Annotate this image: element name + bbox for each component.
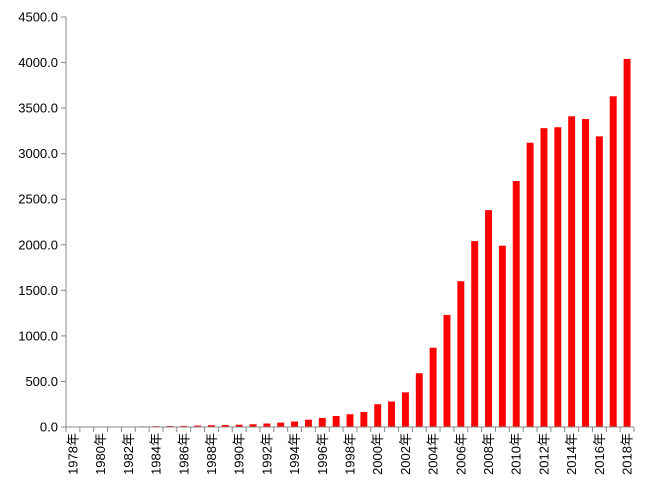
x-tick-label: 1990年 [232,433,247,475]
bar [180,425,188,427]
x-tick-label: 1998年 [343,433,358,475]
y-axis: 0.0 500.0 1000.0 1500.0 2000.0 2500.0 3000.0 35… [18,10,67,435]
bar [388,401,396,427]
bar [415,373,423,427]
bar [429,347,437,427]
bar [568,116,576,428]
y-tick-label: 0.0 [40,420,58,435]
bar [304,419,312,427]
x-tick-label: 1982年 [121,433,136,475]
x-tick-label: 2004年 [426,433,441,475]
x-tick-label: 1996年 [315,433,330,475]
bar [554,127,562,427]
x-tick-label: 2014年 [564,433,579,475]
x-tick-label: 1986年 [176,433,191,475]
x-tick-label: 1994年 [287,433,302,475]
x-tick-label: 2018年 [620,433,635,475]
bar [526,142,534,427]
y-tick-label: 3500.0 [18,101,58,116]
bar [318,417,326,427]
x-tick-label: 1988年 [204,433,219,475]
bar [332,416,340,427]
bar [374,404,382,427]
bar [263,423,271,427]
bar [401,392,409,427]
bar [512,181,520,427]
bar [166,425,174,427]
x-tick-label: 1984年 [149,433,164,475]
bar [582,119,589,428]
y-tick-label: 4500.0 [18,10,58,25]
bar [498,245,506,427]
bar [540,128,548,427]
y-tick-label: 3000.0 [18,146,58,161]
y-tick-label: 1500.0 [18,283,58,298]
bar [485,210,492,427]
x-tick-label: 2000年 [370,433,385,475]
x-tick-label: 2002年 [398,433,413,475]
bar [443,314,451,427]
y-tick-label: 1000.0 [18,328,58,343]
bar [291,421,299,427]
y-tick-label: 4000.0 [18,55,58,70]
bar [471,241,479,427]
x-tick-label: 1992年 [259,433,274,475]
bar [457,281,465,427]
x-tick-label: 2008年 [481,433,496,475]
bar [249,424,257,427]
x-tick-label: 2012年 [536,433,551,475]
x-tick-label: 1980年 [93,433,108,475]
bars [69,58,631,428]
x-tick-label: 2006年 [453,433,468,475]
bar [623,58,631,428]
x-tick-label: 1978年 [65,433,80,475]
bar [277,422,285,427]
x-axis: 1978年 1980年 1982年 1984年 1986年 1988年 1990年 1992年… [65,426,635,475]
bar [360,411,368,427]
bar [221,424,229,427]
bar [609,96,617,428]
x-tick-label: 2016年 [592,433,607,475]
y-tick-label: 2500.0 [18,192,58,207]
x-tick-label: 2010年 [509,433,524,475]
y-tick-label: 2000.0 [18,237,58,252]
bar [194,425,202,427]
bar [595,136,603,427]
bar [346,414,354,427]
bar [235,424,243,427]
bar [208,425,215,427]
y-tick-label: 500.0 [25,374,58,389]
